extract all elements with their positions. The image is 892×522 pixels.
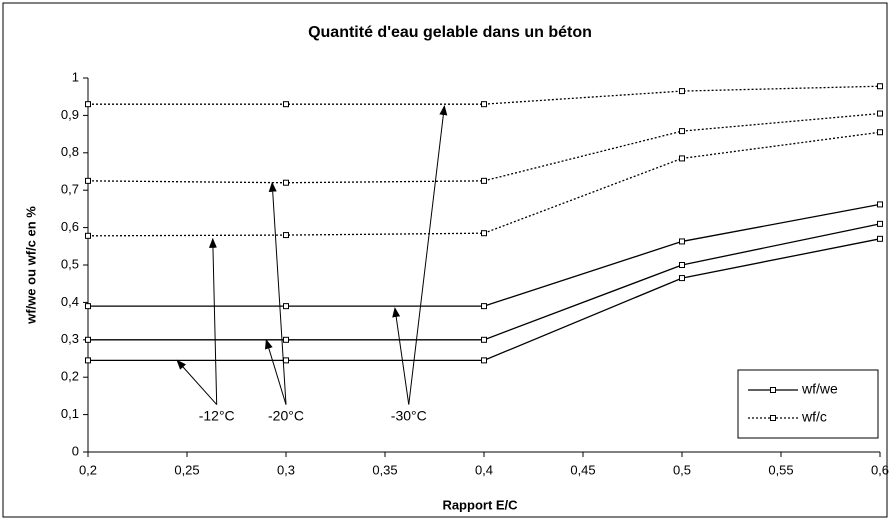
x-tick-label: 0,55 — [768, 462, 793, 477]
legend-marker — [770, 387, 776, 393]
point-marker — [877, 235, 883, 242]
point-marker — [283, 101, 289, 108]
y-tick-label: 1 — [72, 69, 79, 84]
point-marker — [877, 110, 883, 117]
point-marker — [481, 230, 487, 237]
y-axis-label: wf/we ou wf/c en % — [23, 206, 38, 325]
x-tick-label: 0,45 — [570, 462, 595, 477]
x-tick-label: 0,3 — [277, 462, 295, 477]
point-marker — [481, 177, 487, 184]
point-marker — [85, 336, 91, 343]
point-marker — [679, 238, 685, 245]
point-marker — [85, 101, 91, 108]
x-tick-label: 0,2 — [79, 462, 97, 477]
point-marker — [85, 177, 91, 184]
y-tick-label: 0,5 — [61, 256, 79, 271]
point-marker — [877, 201, 883, 208]
y-tick-label: 0,4 — [61, 294, 79, 309]
point-marker — [481, 357, 487, 364]
legend-label: wf/c — [801, 409, 827, 425]
annotation-label: -20°C — [268, 407, 304, 423]
point-marker — [679, 128, 685, 135]
x-tick-label: 0,25 — [174, 462, 199, 477]
point-marker — [283, 303, 289, 310]
x-tick-label: 0,4 — [475, 462, 493, 477]
chart-title: Quantité d'eau gelable dans un béton — [308, 24, 592, 41]
y-tick-label: 0,7 — [61, 182, 79, 197]
point-marker — [85, 232, 91, 239]
point-marker — [679, 275, 685, 282]
y-tick-label: 0,6 — [61, 219, 79, 234]
point-marker — [283, 179, 289, 186]
point-marker — [283, 357, 289, 364]
y-tick-label: 0,8 — [61, 144, 79, 159]
x-tick-label: 0,35 — [372, 462, 397, 477]
annotation-label: -30°C — [391, 407, 427, 423]
legend-box — [737, 369, 879, 439]
point-marker — [85, 357, 91, 364]
x-axis-label: Rapport E/C — [442, 497, 518, 512]
point-marker — [679, 155, 685, 162]
point-marker — [481, 303, 487, 310]
point-marker — [877, 83, 883, 90]
point-marker — [679, 262, 685, 268]
point-marker — [481, 336, 487, 343]
y-tick-label: 0,9 — [61, 107, 79, 122]
annotation-arrow — [408, 105, 448, 405]
point-marker — [85, 303, 91, 310]
annotation-arrow — [392, 307, 410, 405]
annotation-arrow — [176, 359, 218, 405]
y-tick-label: 0,1 — [61, 406, 79, 421]
x-tick-label: 0,6 — [871, 462, 889, 477]
annotation-arrow — [208, 237, 218, 405]
y-tick-label: 0,3 — [61, 331, 79, 346]
legend-label: wf/we — [801, 381, 838, 397]
x-tick-label: 0,5 — [673, 462, 691, 477]
y-tick-label: 0 — [72, 443, 79, 458]
point-marker — [877, 129, 883, 136]
y-tick-label: 0,2 — [61, 369, 79, 384]
point-marker — [679, 88, 685, 95]
annotation-arrow — [268, 181, 287, 405]
annotation-arrow — [265, 338, 287, 405]
point-marker — [481, 101, 487, 108]
point-marker — [283, 232, 289, 239]
legend-marker — [770, 415, 776, 421]
point-marker — [877, 220, 883, 227]
annotation-label: -12°C — [199, 407, 235, 423]
point-marker — [283, 336, 289, 343]
